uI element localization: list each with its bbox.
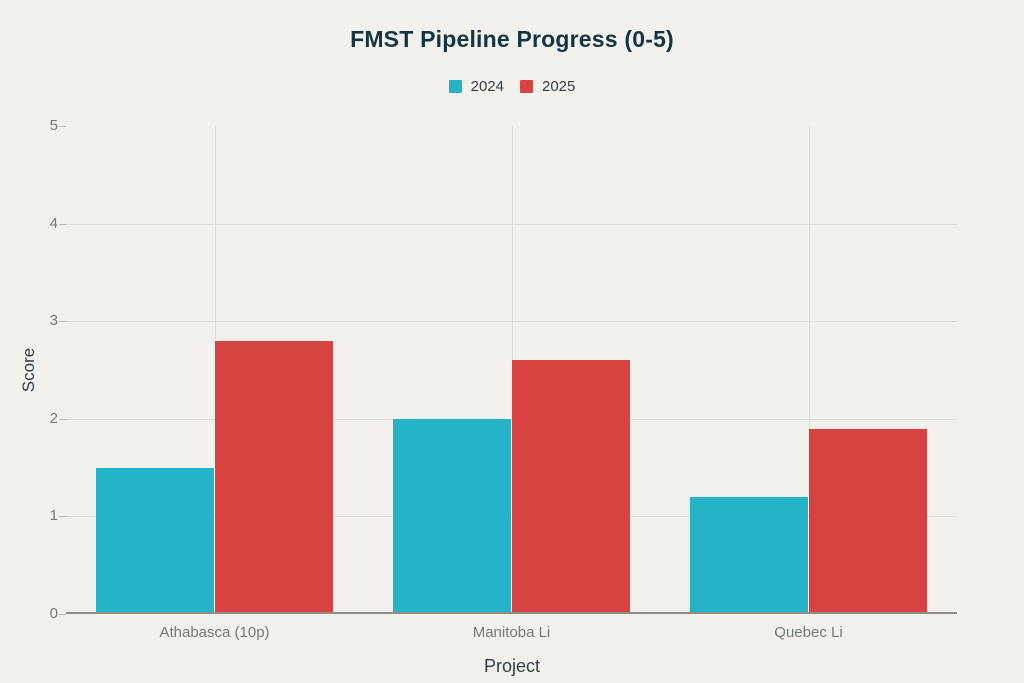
x-tick-label: Athabasca (10p)	[159, 624, 270, 641]
y-tick-mark	[59, 516, 66, 518]
y-axis-tick-labels: 0 1 2 3 4 5	[0, 117, 58, 622]
y-tick-mark	[59, 321, 66, 323]
y-tick-mark	[59, 614, 66, 615]
x-tick-label: Quebec Li	[774, 624, 843, 641]
x-axis-title: Project	[483, 656, 541, 676]
bar-2024-1	[392, 418, 512, 612]
y-tick-label: 0	[49, 605, 58, 622]
bar-2025-1	[511, 360, 631, 612]
y-tick-label: 3	[49, 312, 58, 330]
legend-swatch-2024	[448, 80, 462, 93]
y-tick-label: 1	[49, 507, 58, 525]
gridline-vertical	[808, 126, 810, 614]
bar-2024-0	[95, 467, 215, 612]
y-tick-mark	[59, 223, 66, 225]
legend: 2024 2025	[0, 78, 1024, 95]
legend-item-2025[interactable]: 2025	[520, 78, 575, 95]
bar-2024-2	[689, 496, 809, 612]
x-axis-baseline	[66, 612, 957, 614]
plot-area	[59, 126, 957, 615]
y-tick-mark	[59, 418, 66, 420]
chart-title: FMST Pipeline Progress (0-5)	[350, 26, 674, 52]
y-tick-mark	[59, 126, 66, 127]
y-tick-label: 2	[49, 409, 58, 427]
bar-2025-0	[214, 340, 334, 612]
legend-swatch-2025	[520, 80, 533, 93]
legend-label-2025: 2025	[542, 78, 576, 95]
legend-label-2024: 2024	[470, 78, 504, 95]
y-tick-label: 4	[49, 214, 58, 232]
x-axis-tick-labels: Athabasca (10p) Manitoba Li Quebec Li	[66, 624, 957, 644]
x-tick-label: Manitoba Li	[472, 624, 551, 641]
legend-item-2024[interactable]: 2024	[448, 78, 504, 95]
bar-2025-2	[808, 428, 928, 612]
y-tick-label: 5	[49, 117, 58, 134]
